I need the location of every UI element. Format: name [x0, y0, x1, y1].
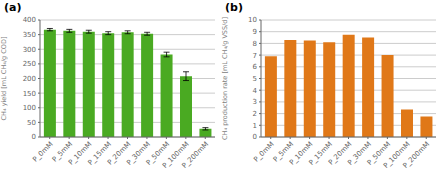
html-text:(b): (b): [225, 1, 243, 14]
svg-text:P_0mM: P_0mM: [252, 140, 275, 163]
svg-text:P_50mM: P_50mM: [144, 140, 172, 167]
svg-text:10: 10: [248, 16, 257, 24]
svg-text:250: 250: [23, 60, 36, 68]
svg-text:P_100mM: P_100mM: [382, 140, 412, 170]
svg-text:P_30mM: P_30mM: [125, 140, 152, 167]
svg-text:6: 6: [253, 63, 258, 71]
svg-text:400: 400: [23, 16, 36, 24]
svg-text:P_30mM: P_30mM: [346, 140, 373, 167]
svg-text:3: 3: [253, 98, 257, 106]
svg-text:P_10mM: P_10mM: [288, 140, 315, 167]
svg-text:0: 0: [32, 133, 36, 141]
svg-text:P_50mM: P_50mM: [365, 140, 393, 167]
svg-text:4: 4: [253, 87, 258, 95]
svg-text:9: 9: [253, 28, 257, 36]
svg-text:100: 100: [23, 104, 36, 112]
svg-text:1: 1: [253, 122, 257, 130]
svg-text:0: 0: [253, 133, 257, 141]
svg-text:P_0mM: P_0mM: [31, 140, 54, 163]
svg-text:P_100mM: P_100mM: [161, 140, 191, 170]
svg-text:P_10mM: P_10mM: [67, 140, 94, 167]
svg-text:P_20mM: P_20mM: [326, 140, 354, 167]
svg-text:350: 350: [23, 31, 36, 39]
svg-text:P_15mM: P_15mM: [86, 140, 113, 167]
svg-text:P_5mM: P_5mM: [50, 140, 75, 164]
svg-text:7: 7: [253, 52, 257, 60]
svg-text:8: 8: [253, 40, 257, 48]
svg-text:5: 5: [253, 75, 257, 83]
svg-text:50: 50: [27, 119, 36, 127]
svg-text:2: 2: [253, 110, 257, 118]
svg-text:P_20mM: P_20mM: [105, 140, 133, 167]
svg-text:P_200mM: P_200mM: [181, 140, 211, 170]
svg-text:P_200mM: P_200mM: [402, 140, 432, 170]
html-text:(a): (a): [4, 1, 22, 14]
svg-text:200: 200: [23, 75, 36, 83]
svg-text:150: 150: [23, 90, 36, 98]
svg-text:CH₄ production rate [mL CH₄/g: CH₄ production rate [mL CH₄/g VSS/d]: [221, 17, 229, 140]
svg-text:P_15mM: P_15mM: [307, 140, 334, 167]
svg-text:P_5mM: P_5mM: [271, 140, 296, 164]
svg-text:CH₄ yield [mL CH₄/g COD]: CH₄ yield [mL CH₄/g COD]: [8, 37, 9, 121]
svg-text:300: 300: [23, 46, 36, 54]
